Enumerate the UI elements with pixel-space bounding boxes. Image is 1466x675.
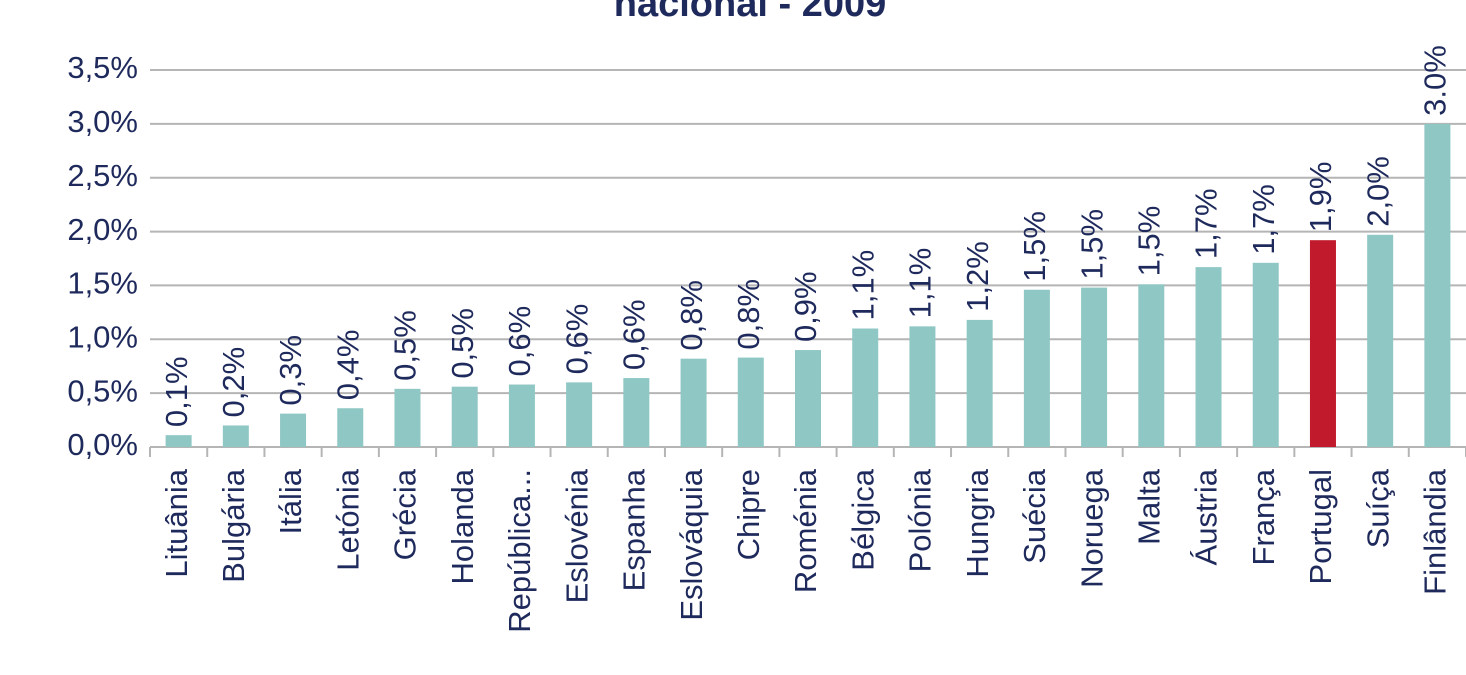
data-label: 0,8% xyxy=(731,279,766,350)
data-label: 1,5% xyxy=(1017,211,1052,282)
y-tick-label: 1,0% xyxy=(67,319,138,354)
data-label: 0,6% xyxy=(559,304,594,375)
data-label: 1,1% xyxy=(845,250,880,321)
x-tick-label: Chipre xyxy=(731,469,766,560)
x-tick-label: Bélgica xyxy=(845,468,880,570)
data-label: 0,8% xyxy=(674,280,709,351)
bar xyxy=(966,319,993,447)
bar xyxy=(508,384,535,447)
x-tick-label: Eslovénia xyxy=(559,468,594,603)
data-label: 1,7% xyxy=(1246,184,1281,255)
x-tick-label: Holanda xyxy=(445,468,480,584)
y-tick-label: 1,5% xyxy=(67,266,138,301)
x-tick-label: França xyxy=(1246,468,1281,565)
bar xyxy=(795,350,821,447)
data-label: 1,5% xyxy=(1131,206,1166,277)
data-label: 0,2% xyxy=(216,347,251,418)
y-tick-label: 3,5% xyxy=(67,50,138,85)
bar xyxy=(566,382,593,447)
bar xyxy=(1367,234,1394,447)
y-tick-label: 0,0% xyxy=(67,427,138,462)
y-tick-label: 2,0% xyxy=(67,212,138,247)
bar xyxy=(337,408,364,447)
x-tick-label: Áustria xyxy=(1189,468,1224,565)
y-tick-label: 3,0% xyxy=(67,104,138,139)
y-tick-label: 0,5% xyxy=(67,373,138,408)
bar xyxy=(280,413,307,447)
x-tick-label: Suíça xyxy=(1360,468,1395,548)
data-label: 2,0% xyxy=(1360,156,1395,227)
data-label: 1,5% xyxy=(1074,209,1109,280)
x-tick-label: Espanha xyxy=(617,468,652,591)
x-tick-label: Lituânia xyxy=(159,468,194,577)
x-tick-label: Grécia xyxy=(388,468,423,560)
x-tick-label: Bulgária xyxy=(216,468,251,582)
x-tick-label: Hungria xyxy=(960,468,995,577)
x-tick-label: Letónia xyxy=(330,468,365,570)
x-tick-label: Itália xyxy=(273,468,308,534)
data-label: 0,9% xyxy=(788,271,823,342)
data-label: 0,6% xyxy=(617,299,652,370)
data-label: 1,1% xyxy=(903,248,938,319)
data-label: 0,5% xyxy=(445,308,480,379)
x-tick-label: Noruega xyxy=(1074,468,1109,588)
data-label: 3.0% xyxy=(1418,45,1453,116)
bar xyxy=(852,328,879,447)
bar xyxy=(394,388,421,447)
bar xyxy=(1252,262,1279,447)
chart-title: nacional - 2009 xyxy=(614,0,886,25)
bar xyxy=(909,326,936,447)
bar xyxy=(680,358,707,447)
x-tick-label: Roménia xyxy=(788,468,823,593)
x-tick-label: Polónia xyxy=(903,468,938,572)
x-tick-label: Suécia xyxy=(1017,468,1052,564)
bar xyxy=(737,357,764,447)
x-tick-label: Portugal xyxy=(1303,469,1338,584)
y-tick-label: 2,5% xyxy=(67,158,138,193)
x-tick-label: Malta xyxy=(1131,468,1166,545)
data-label: 0,3% xyxy=(273,335,308,406)
data-label: 0,6% xyxy=(502,306,537,377)
bar xyxy=(1309,240,1336,447)
data-label: 1,2% xyxy=(960,241,995,312)
x-tick-label: República... xyxy=(502,469,537,633)
bar xyxy=(1023,289,1050,447)
bar xyxy=(623,378,650,447)
data-label: 0,5% xyxy=(388,310,423,381)
bar xyxy=(451,386,478,447)
x-tick-label: Eslováquia xyxy=(674,468,709,620)
data-label: 1,7% xyxy=(1189,188,1224,259)
bar xyxy=(1138,284,1165,447)
data-label: 0,1% xyxy=(159,356,194,427)
bar xyxy=(1424,123,1451,447)
bar xyxy=(1081,287,1108,447)
data-label: 1,9% xyxy=(1303,162,1338,233)
bar xyxy=(1195,267,1222,447)
bar xyxy=(222,425,249,447)
x-tick-label: Finlândia xyxy=(1418,468,1453,595)
bar xyxy=(165,435,192,447)
data-label: 0,4% xyxy=(330,330,365,401)
